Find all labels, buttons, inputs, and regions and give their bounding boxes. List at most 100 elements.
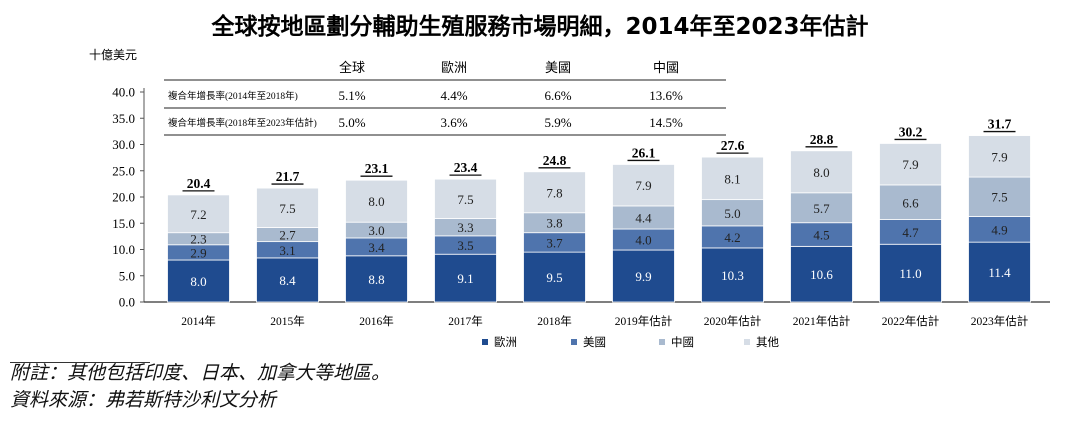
bar-value-label: 7.8 [546, 185, 562, 200]
bar-value-label: 4.5 [813, 228, 829, 243]
table-header-cell: 全球 [339, 60, 365, 75]
table-value-cell: 3.6% [440, 115, 467, 130]
table-row-label: 複合年增長率(2018年至2023年估計) [168, 117, 317, 129]
bar-value-label: 3.0 [368, 223, 384, 238]
bar-total-label: 21.7 [276, 169, 300, 184]
footnote-source: 資料來源：弗若斯特沙利文分析 [10, 389, 277, 411]
legend: 歐洲 美國 中國 其他 [482, 335, 779, 349]
bar-total-label: 24.8 [543, 153, 567, 168]
x-tick-label: 2021年估計 [793, 314, 851, 328]
bar-segment [968, 176, 1031, 217]
y-tick-label: 0.0 [119, 295, 135, 310]
bar-value-label: 4.4 [635, 210, 652, 225]
table-value-cell: 6.6% [544, 88, 571, 103]
table-header-cell: 中國 [653, 60, 679, 75]
x-tick-label: 2014年 [181, 314, 216, 328]
legend-label: 中國 [671, 336, 694, 349]
bar-segment [968, 241, 1031, 303]
bar-value-label: 3.1 [279, 243, 295, 258]
bar-segment [790, 245, 853, 303]
bar-value-label: 2.7 [279, 228, 296, 243]
y-tick-label: 25.0 [112, 163, 135, 178]
bar-total-label: 26.1 [632, 145, 656, 160]
footnote-divider [10, 362, 150, 363]
legend-label: 歐洲 [494, 335, 517, 349]
bar-total-label: 27.6 [721, 138, 745, 153]
bar-total-label: 23.4 [454, 160, 478, 175]
bar-segment [790, 150, 853, 194]
bar-value-label: 11.4 [988, 265, 1011, 280]
bar-value-label: 3.4 [368, 240, 385, 255]
bar-segment [256, 257, 319, 303]
bar-segment [790, 192, 853, 224]
bar-value-label: 7.5 [457, 192, 473, 207]
footnotes: 附註：其他包括印度、日本、加拿大等地區。 資料來源：弗若斯特沙利文分析 [10, 360, 610, 414]
bar-segment [434, 178, 497, 219]
y-tick-label: 40.0 [112, 85, 135, 100]
table-value-cell: 5.0% [338, 115, 365, 130]
table-header-cell: 美國 [545, 60, 571, 75]
bar-value-label: 8.0 [813, 165, 829, 180]
y-tick-label: 15.0 [112, 216, 135, 231]
y-tick-label: 20.0 [112, 190, 135, 205]
bar-value-label: 10.6 [810, 267, 833, 282]
bar-segment [167, 259, 230, 303]
bar-value-label: 8.0 [368, 194, 384, 209]
x-tick-label: 2023年估計 [971, 314, 1029, 328]
bar-value-label: 9.1 [457, 271, 473, 286]
bar-segment [523, 251, 586, 303]
legend-label: 美國 [583, 335, 606, 349]
bar-value-label: 2.3 [190, 232, 206, 247]
chart-title: 全球按地區劃分輔助生殖服務市場明細，2014年至2023年估計 [210, 13, 868, 40]
bar-value-label: 7.9 [635, 178, 651, 193]
bar-value-label: 5.0 [724, 206, 740, 221]
bar-segment [968, 135, 1031, 178]
table-row-label: 複合年增長率(2014年至2018年) [168, 90, 298, 102]
bar-value-label: 8.4 [279, 273, 296, 288]
bar-segment [612, 164, 675, 207]
bar-value-label: 3.3 [457, 220, 473, 235]
bar-segment [256, 187, 319, 228]
legend-swatch [744, 339, 750, 345]
bar-segment [167, 194, 230, 234]
bar-value-label: 3.5 [457, 238, 473, 253]
bar-value-label: 4.0 [635, 233, 651, 248]
bar-value-label: 2.9 [190, 245, 206, 260]
bar-value-label: 3.7 [546, 235, 563, 250]
bar-value-label: 7.9 [902, 157, 918, 172]
x-tick-label: 2022年估計 [882, 314, 940, 328]
legend-swatch [571, 339, 577, 345]
y-tick-label: 10.0 [112, 242, 135, 257]
bar-segment [879, 143, 942, 186]
bar-segment [523, 171, 586, 214]
bar-segment [968, 216, 1031, 243]
x-tick-label: 2016年 [359, 314, 394, 328]
table-value-cell: 5.9% [544, 115, 571, 130]
legend-swatch [659, 339, 665, 345]
bar-segment [879, 243, 942, 303]
bar-segment [879, 184, 942, 220]
legend-label: 其他 [756, 336, 779, 349]
bar-value-label: 4.7 [902, 225, 919, 240]
x-axis-labels: 2014年 2015年 2016年 2017年 2018年 2019年估計 2020年估計 2… [181, 314, 1028, 328]
y-tick-label: 35.0 [112, 111, 135, 126]
bar-value-label: 8.0 [190, 274, 206, 289]
x-tick-label: 2015年 [270, 314, 305, 328]
table-value-cell: 14.5% [649, 115, 683, 130]
y-tick-label: 5.0 [119, 268, 135, 283]
bar-total-label: 30.2 [899, 124, 923, 139]
bar-value-label: 10.3 [721, 268, 744, 283]
bar-value-label: 9.9 [635, 269, 651, 284]
bar-value-label: 11.0 [899, 266, 921, 281]
y-axis-unit-label: 十億美元 [89, 48, 137, 62]
table-value-cell: 5.1% [338, 88, 365, 103]
bars-group: 8.0 2.92.3 7.2 20.4 8.4 3.12.7 7.5 21.7 8.8 3.4 3.… [167, 117, 1031, 303]
bar-segment [701, 156, 764, 201]
bar-value-label: 5.7 [813, 201, 830, 216]
bar-value-label: 7.5 [279, 201, 295, 216]
bar-value-label: 9.5 [546, 270, 562, 285]
bar-value-label: 8.8 [368, 272, 384, 287]
bar-value-label: 7.9 [991, 149, 1007, 164]
bar-value-label: 3.8 [546, 216, 562, 231]
